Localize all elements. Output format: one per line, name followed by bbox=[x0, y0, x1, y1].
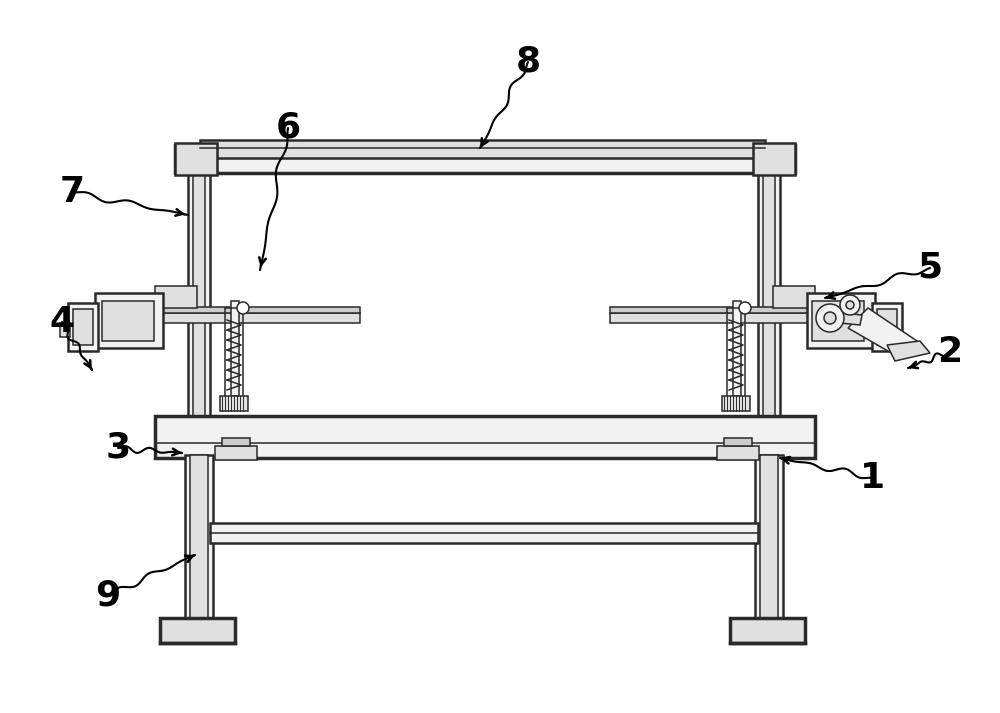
Bar bbox=[68, 303, 98, 351]
Bar bbox=[727, 308, 745, 398]
Bar bbox=[225, 308, 243, 398]
Bar bbox=[155, 416, 815, 458]
Bar bbox=[210, 523, 758, 543]
Bar bbox=[610, 307, 815, 313]
Bar bbox=[733, 301, 741, 396]
Bar bbox=[753, 143, 795, 175]
Text: 4: 4 bbox=[49, 305, 75, 339]
Bar bbox=[222, 438, 250, 446]
Bar bbox=[724, 438, 752, 446]
Text: 2: 2 bbox=[937, 335, 963, 369]
Bar bbox=[95, 293, 163, 348]
Polygon shape bbox=[848, 308, 920, 358]
Text: 7: 7 bbox=[59, 175, 85, 209]
Bar bbox=[610, 313, 815, 323]
Bar bbox=[102, 301, 154, 341]
Polygon shape bbox=[887, 341, 930, 361]
Bar bbox=[73, 309, 93, 345]
Bar bbox=[717, 446, 759, 460]
Circle shape bbox=[846, 301, 854, 309]
Bar bbox=[193, 168, 205, 443]
Bar bbox=[188, 168, 210, 443]
Circle shape bbox=[739, 302, 751, 314]
Bar bbox=[872, 303, 902, 351]
Bar bbox=[155, 307, 360, 313]
Bar bbox=[730, 618, 805, 643]
Bar bbox=[760, 455, 778, 623]
Bar bbox=[200, 140, 765, 158]
Bar bbox=[190, 455, 208, 623]
Bar bbox=[763, 168, 775, 443]
Bar bbox=[215, 446, 257, 460]
Bar bbox=[722, 396, 750, 411]
Circle shape bbox=[824, 312, 836, 324]
Text: 6: 6 bbox=[275, 111, 301, 145]
Polygon shape bbox=[820, 311, 862, 325]
Bar bbox=[155, 313, 360, 323]
Bar bbox=[160, 618, 235, 643]
Circle shape bbox=[816, 304, 844, 332]
Bar bbox=[175, 143, 217, 175]
Bar bbox=[758, 168, 780, 443]
Text: 9: 9 bbox=[95, 578, 121, 612]
Bar bbox=[877, 309, 897, 345]
Bar bbox=[755, 455, 783, 623]
Bar bbox=[155, 286, 197, 308]
Bar bbox=[60, 323, 70, 337]
Text: 8: 8 bbox=[515, 45, 541, 79]
Bar bbox=[231, 301, 239, 396]
Bar bbox=[185, 455, 213, 623]
Circle shape bbox=[237, 302, 249, 314]
Bar bbox=[773, 286, 815, 308]
Bar bbox=[175, 145, 795, 173]
Bar bbox=[807, 293, 875, 348]
Text: 1: 1 bbox=[859, 461, 885, 495]
Bar bbox=[220, 396, 248, 411]
Text: 5: 5 bbox=[917, 251, 943, 285]
Circle shape bbox=[840, 295, 860, 315]
Text: 3: 3 bbox=[105, 431, 131, 465]
Bar bbox=[812, 301, 864, 341]
